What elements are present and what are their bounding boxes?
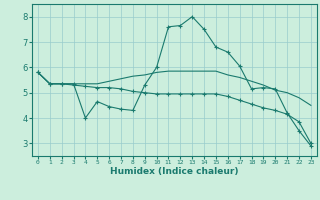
X-axis label: Humidex (Indice chaleur): Humidex (Indice chaleur): [110, 167, 239, 176]
